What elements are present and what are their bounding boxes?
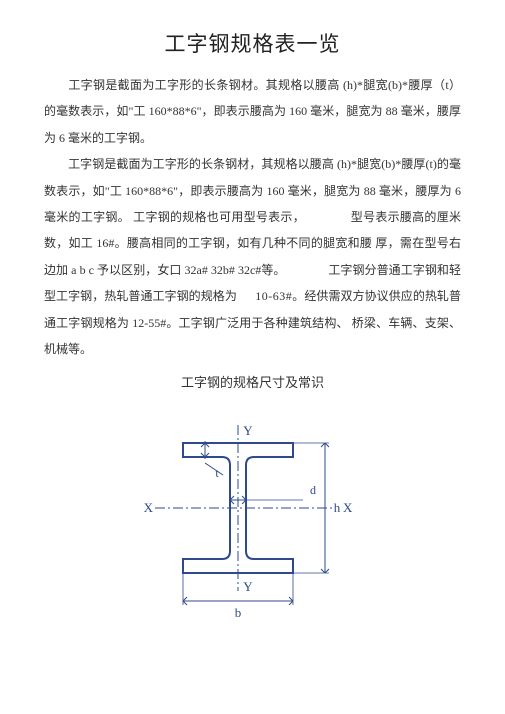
svg-text:Y: Y — [243, 423, 253, 438]
para1-text: 工字钢是截面为工字形的长条钢材。其规格以腰高 (h)*腿宽(b)*腰厚（t）的毫… — [44, 78, 461, 145]
subtitle: 工字钢的规格尺寸及常识 — [44, 372, 461, 391]
paragraph-2: 工字钢是截面为工字形的长条钢材，其规格以腰高 (h)*腿宽(b)*腰厚(t)的毫… — [44, 151, 461, 362]
i-beam-diagram: Y Y X Xt d h b — [44, 413, 461, 623]
svg-text:t: t — [215, 466, 219, 480]
svg-text:X: X — [143, 500, 153, 515]
paragraph-1: 工字钢是截面为工字形的长条钢材。其规格以腰高 (h)*腿宽(b)*腰厚（t）的毫… — [44, 72, 461, 151]
para2-gap2: 工字钢分 — [328, 263, 376, 277]
svg-text:b: b — [234, 605, 241, 620]
svg-text:d: d — [310, 483, 316, 497]
para2-num1: 10-63# — [255, 289, 292, 303]
svg-text:X: X — [343, 500, 353, 515]
svg-text:Y: Y — [243, 579, 253, 594]
page-title: 工字钢规格表一览 — [44, 28, 461, 58]
svg-text:h: h — [333, 500, 340, 515]
i-beam-svg: Y Y X Xt d h b — [143, 413, 363, 623]
para2-gap1: 型号表示 — [351, 210, 400, 224]
